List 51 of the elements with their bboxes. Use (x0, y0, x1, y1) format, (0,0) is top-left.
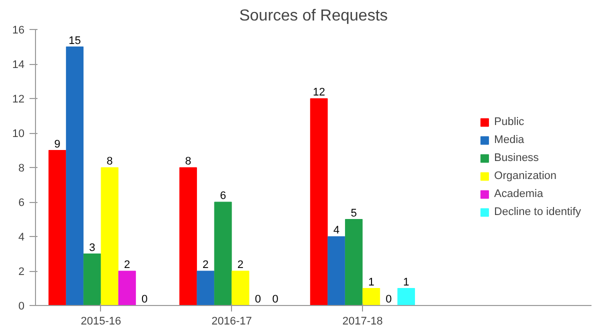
legend-label: Decline to identify (494, 206, 581, 218)
legend-label: Academia (494, 188, 544, 200)
y-tick-label: 4 (18, 232, 25, 244)
data-label: 3 (89, 242, 96, 254)
data-label: 6 (220, 190, 226, 202)
legend-label: Public (494, 116, 524, 128)
bar (118, 270, 136, 306)
y-tick-label: 0 (18, 300, 25, 312)
bar (328, 236, 346, 306)
x-tick-label: 2017-18 (342, 316, 383, 328)
y-tick-label: 10 (12, 128, 25, 140)
data-label: 0 (386, 294, 392, 306)
legend-label: Business (494, 152, 539, 164)
bar (83, 254, 101, 306)
data-label: 1 (368, 276, 374, 288)
bar (66, 46, 84, 306)
y-tick-label: 6 (18, 197, 25, 209)
data-label: 9 (54, 138, 60, 150)
x-tick-label: 2016-17 (212, 316, 252, 328)
data-label: 2 (124, 259, 130, 271)
bar (397, 288, 415, 306)
y-tick-label: 8 (18, 162, 25, 174)
y-tick-label: 14 (12, 59, 25, 71)
bar (232, 270, 250, 306)
data-label: 0 (272, 294, 278, 306)
data-label: 8 (185, 156, 192, 168)
y-tick-label: 2 (18, 266, 25, 278)
data-label: 8 (106, 156, 113, 168)
data-label: 5 (350, 207, 357, 220)
y-tick-label: 12 (12, 94, 25, 106)
data-label: 4 (333, 224, 340, 236)
bar (214, 202, 232, 306)
chart-title: Sources of Requests (239, 8, 388, 24)
data-label: 2 (202, 259, 209, 271)
legend-label: Organization (494, 170, 557, 182)
bar (179, 167, 197, 306)
bar (48, 150, 66, 306)
bar (362, 288, 380, 306)
data-label: 1 (403, 276, 410, 288)
bar (196, 270, 214, 306)
data-label: 12 (312, 86, 326, 98)
data-label: 15 (68, 34, 81, 47)
data-label: 2 (237, 259, 244, 271)
legend-label: Media (494, 134, 524, 146)
data-label: 0 (254, 294, 261, 306)
data-label: 0 (141, 294, 148, 306)
bar (310, 98, 328, 306)
bar (345, 219, 363, 306)
x-tick-label: 2015-16 (80, 316, 122, 328)
y-tick-label: 16 (12, 24, 25, 36)
bar (100, 167, 118, 306)
